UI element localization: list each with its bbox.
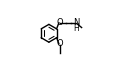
Text: O: O [56, 39, 63, 48]
Text: N: N [73, 18, 80, 27]
Text: O: O [56, 18, 63, 27]
Text: H: H [74, 24, 79, 33]
